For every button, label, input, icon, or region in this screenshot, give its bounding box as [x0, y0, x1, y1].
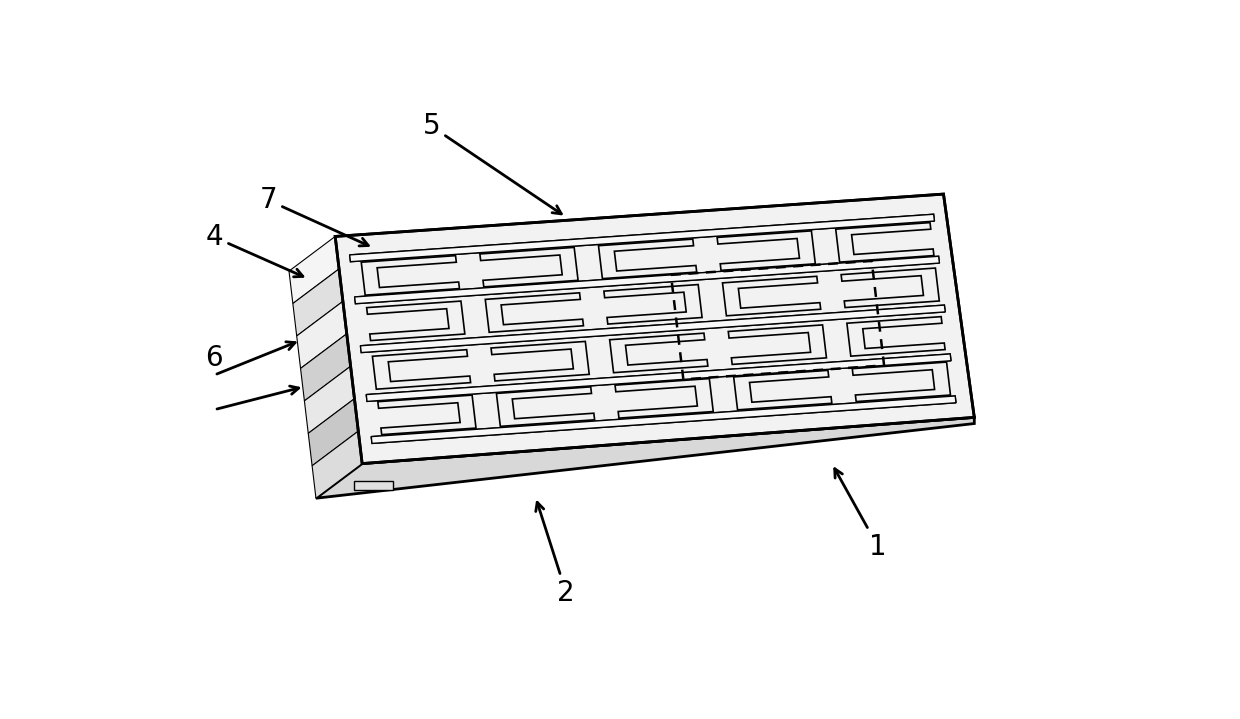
Polygon shape: [371, 396, 956, 444]
Polygon shape: [615, 379, 713, 418]
Polygon shape: [312, 431, 362, 498]
Polygon shape: [371, 396, 956, 444]
Polygon shape: [847, 316, 945, 356]
Text: 1: 1: [835, 469, 887, 561]
Polygon shape: [355, 480, 393, 490]
Polygon shape: [496, 387, 595, 426]
Polygon shape: [485, 293, 584, 332]
Text: 6: 6: [206, 344, 223, 372]
Text: 5: 5: [423, 112, 562, 214]
Polygon shape: [300, 334, 351, 401]
Text: 2: 2: [536, 503, 575, 607]
Polygon shape: [296, 301, 347, 368]
Polygon shape: [372, 349, 471, 389]
Polygon shape: [355, 256, 940, 303]
Polygon shape: [723, 276, 821, 316]
Polygon shape: [366, 354, 951, 401]
Polygon shape: [604, 285, 702, 324]
Polygon shape: [728, 325, 827, 365]
Polygon shape: [367, 301, 465, 341]
Polygon shape: [335, 194, 975, 464]
Polygon shape: [350, 214, 935, 262]
Polygon shape: [316, 418, 975, 498]
Text: 7: 7: [259, 186, 368, 246]
Polygon shape: [836, 223, 934, 262]
Polygon shape: [304, 366, 355, 434]
Polygon shape: [480, 247, 578, 287]
Polygon shape: [378, 395, 476, 434]
Polygon shape: [350, 214, 935, 262]
Polygon shape: [717, 231, 816, 270]
Polygon shape: [491, 342, 589, 381]
Polygon shape: [355, 256, 940, 303]
Polygon shape: [361, 305, 945, 352]
Polygon shape: [841, 268, 940, 308]
Polygon shape: [366, 354, 951, 401]
Polygon shape: [361, 305, 945, 352]
Polygon shape: [852, 362, 951, 402]
Polygon shape: [610, 333, 708, 372]
Polygon shape: [599, 239, 697, 279]
Text: 4: 4: [206, 223, 303, 277]
Polygon shape: [361, 256, 460, 296]
Polygon shape: [309, 398, 358, 466]
Polygon shape: [293, 269, 343, 336]
Polygon shape: [289, 237, 339, 303]
Polygon shape: [734, 370, 832, 410]
